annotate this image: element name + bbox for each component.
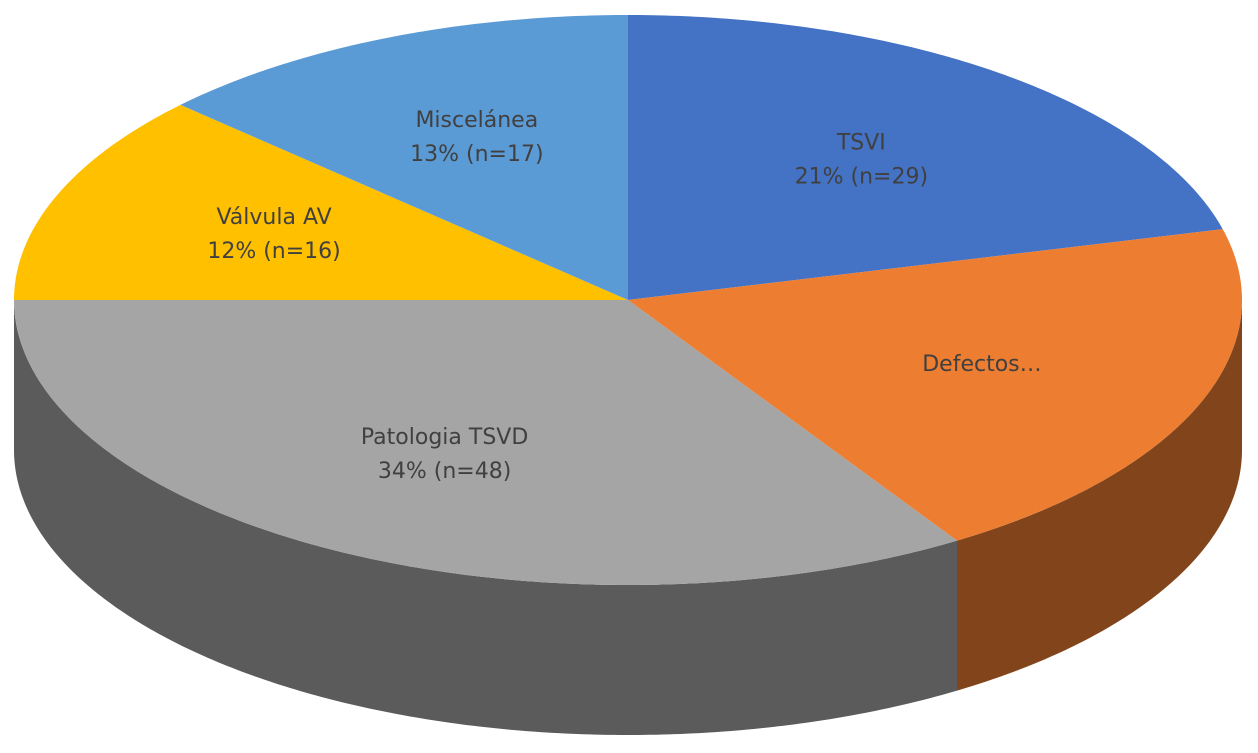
value-label: 12% (n=16) [207, 239, 340, 264]
category-label: Miscelánea [415, 108, 538, 133]
category-label: TSVI [836, 130, 886, 155]
value-label: 34% (n=48) [378, 459, 511, 484]
slice [14, 300, 957, 585]
value-label: 21% (n=29) [795, 164, 928, 189]
slice-side [956, 300, 1242, 691]
slice-side [14, 300, 957, 735]
slice [180, 15, 628, 300]
slice-label: Válvula AV 12% (n=16) [207, 205, 340, 264]
slice-label: Patologia TSVD 34% (n=48) [361, 425, 528, 484]
value-label: 13% (n=17) [410, 142, 543, 167]
slice-label: TSVI 21% (n=29) [795, 130, 928, 189]
category-label: Defectos… [922, 352, 1041, 377]
slice-label: Defectos… [922, 352, 1041, 377]
slice-label: Miscelánea 13% (n=17) [410, 108, 543, 167]
category-label: Válvula AV [216, 205, 331, 230]
slice [14, 104, 628, 300]
category-label: Patologia TSVD [361, 425, 528, 450]
slice [628, 229, 1242, 541]
slice [628, 15, 1223, 300]
